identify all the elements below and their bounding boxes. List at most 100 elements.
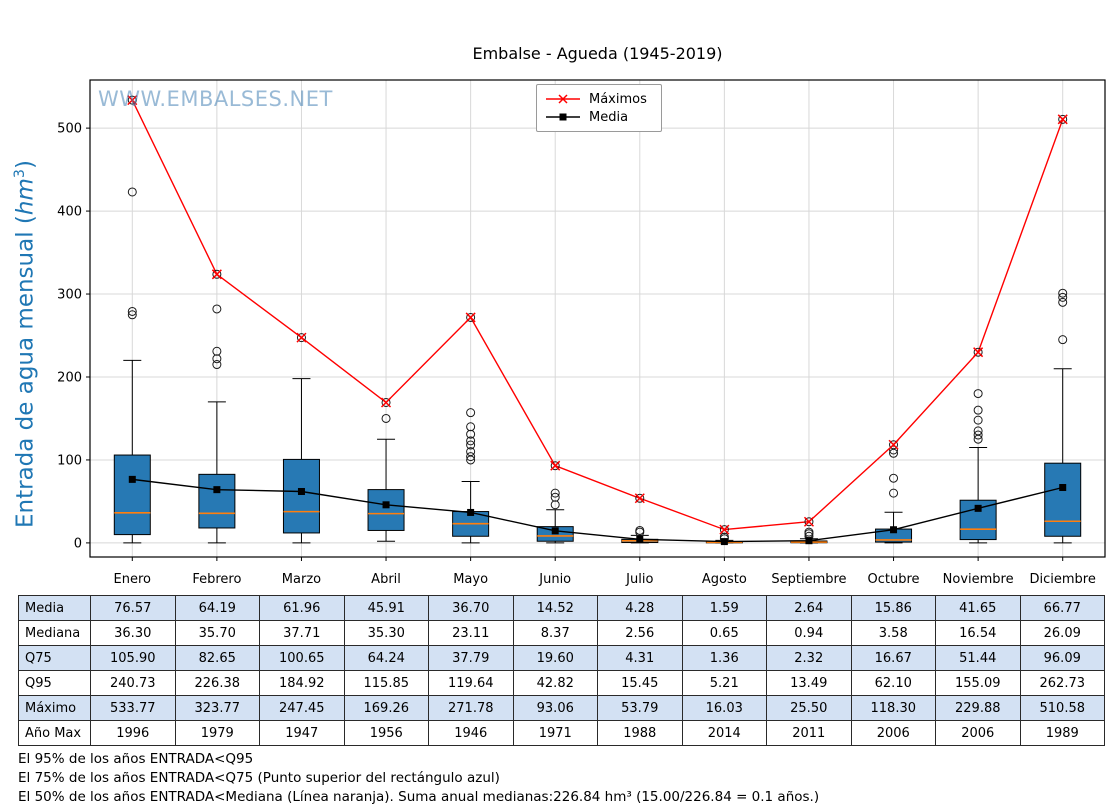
boxplot-febrero xyxy=(198,304,236,544)
legend-label: Media xyxy=(589,109,629,125)
y-tick-label: 500 xyxy=(57,122,82,137)
table-cell: 14.52 xyxy=(512,595,598,621)
table-cell: 262.73 xyxy=(1019,670,1105,696)
table-cell: 13.49 xyxy=(766,670,852,696)
boxplot-marzo xyxy=(282,378,320,544)
table-cell: 119.64 xyxy=(428,670,514,696)
x-tick-label: Diciembre xyxy=(1030,572,1096,587)
boxplot-abril xyxy=(367,413,405,542)
table-cell: 96.09 xyxy=(1019,645,1105,671)
table-cell: 64.19 xyxy=(174,595,260,621)
table-cell: 240.73 xyxy=(90,670,176,696)
table-row-mediana: Mediana 36.30 35.70 37.71 35.30 23.11 8.37 2.56… xyxy=(18,620,1105,646)
table-cell: 115.85 xyxy=(343,670,429,696)
table-cell: 4.28 xyxy=(597,595,683,621)
x-tick-label: Mayo xyxy=(453,572,488,587)
legend-entry-media: Media xyxy=(545,108,647,126)
table-cell: 1947 xyxy=(259,720,345,746)
table-cell: 0.94 xyxy=(766,620,852,646)
table-cell: 1989 xyxy=(1019,720,1105,746)
table-cell: 64.24 xyxy=(343,645,429,671)
table-cell: 510.58 xyxy=(1019,695,1105,721)
table-cell: 105.90 xyxy=(90,645,176,671)
table-cell: 229.88 xyxy=(935,695,1021,721)
table-cell: 16.67 xyxy=(850,645,936,671)
y-tick-label: 0 xyxy=(74,536,82,551)
x-tick-label: Julio xyxy=(625,572,653,587)
table-cell: 45.91 xyxy=(343,595,429,621)
x-axis: Enero Febrero Marzo Abril Mayo Junio Julio Agos… xyxy=(114,557,1096,587)
table-cell: 36.70 xyxy=(428,595,514,621)
x-tick-label: Agosto xyxy=(702,572,747,587)
y-axis-label-unit: hm xyxy=(12,178,39,216)
table-cell: 41.65 xyxy=(935,595,1021,621)
y-axis: 0 100 200 300 400 500 xyxy=(57,122,90,551)
boxplot-diciembre xyxy=(1044,288,1082,544)
boxplots xyxy=(113,187,1082,544)
table-cell: 8.37 xyxy=(512,620,598,646)
table-cell: 2011 xyxy=(766,720,852,746)
table-cell: 36.30 xyxy=(90,620,176,646)
table-cell: 247.45 xyxy=(259,695,345,721)
row-label: Q95 xyxy=(18,670,91,696)
row-label: Año Max xyxy=(18,720,91,746)
y-axis-label-close: ) xyxy=(12,160,39,170)
y-tick-label: 400 xyxy=(57,205,82,220)
table-row-media: Media 76.57 64.19 61.96 45.91 36.70 14.52 4.28 1… xyxy=(18,595,1105,621)
table-cell: 35.70 xyxy=(174,620,260,646)
x-tick-label: Octubre xyxy=(868,572,920,587)
table-cell: 2014 xyxy=(681,720,767,746)
x-tick-label: Enero xyxy=(114,572,152,587)
table-row-q95: Q95 240.73 226.38 184.92 115.85 119.64 42.82 15… xyxy=(18,670,1105,696)
table-cell: 4.31 xyxy=(597,645,683,671)
y-tick-label: 200 xyxy=(57,370,82,385)
table-cell: 3.58 xyxy=(850,620,936,646)
x-tick-label: Junio xyxy=(538,572,571,587)
table-cell: 1996 xyxy=(90,720,176,746)
x-tick-label: Marzo xyxy=(282,572,321,587)
boxplot-junio xyxy=(536,488,574,544)
x-tick-label: Abril xyxy=(371,572,401,587)
y-axis-label-text: Entrada de agua mensual ( xyxy=(12,215,39,528)
table-cell: 1971 xyxy=(512,720,598,746)
row-label: Q75 xyxy=(18,645,91,671)
chart-legend: Máximos Media xyxy=(536,84,662,132)
table-row-maximo: Máximo 533.77 323.77 247.45 169.26 271.78 93.0… xyxy=(18,695,1105,721)
table-cell: 15.86 xyxy=(850,595,936,621)
series-media xyxy=(128,475,1067,546)
table-cell: 15.45 xyxy=(597,670,683,696)
chart-title: Embalse - Agueda (1945-2019) xyxy=(472,44,723,63)
legend-entry-maximos: Máximos xyxy=(545,90,647,108)
table-cell: 1.36 xyxy=(681,645,767,671)
table-cell: 66.77 xyxy=(1019,595,1105,621)
x-marker-icon xyxy=(546,94,580,104)
table-cell: 16.03 xyxy=(681,695,767,721)
table-cell: 53.79 xyxy=(597,695,683,721)
table-cell: 16.54 xyxy=(935,620,1021,646)
table-cell: 42.82 xyxy=(512,670,598,696)
table-cell: 62.10 xyxy=(850,670,936,696)
table-cell: 37.71 xyxy=(259,620,345,646)
boxplot-noviembre xyxy=(959,389,997,544)
table-cell: 93.06 xyxy=(512,695,598,721)
x-tick-label: Noviembre xyxy=(943,572,1014,587)
table-row-ano-max: Año Max 1996 1979 1947 1956 1946 1971 1988 2014 2… xyxy=(18,720,1105,746)
table-cell: 51.44 xyxy=(935,645,1021,671)
table-cell: 2.64 xyxy=(766,595,852,621)
table-cell: 19.60 xyxy=(512,645,598,671)
table-cell: 5.21 xyxy=(681,670,767,696)
table-cell: 2.32 xyxy=(766,645,852,671)
table-cell: 1946 xyxy=(428,720,514,746)
boxplot-enero xyxy=(113,187,151,544)
boxplot-chart: 0 100 200 300 400 500 Enero Febrero Marzo Abril Ma… xyxy=(57,79,1106,587)
table-cell: 76.57 xyxy=(90,595,176,621)
table-cell: 23.11 xyxy=(428,620,514,646)
table-cell: 1956 xyxy=(343,720,429,746)
table-cell: 155.09 xyxy=(935,670,1021,696)
series-maximos xyxy=(127,95,1068,535)
table-cell: 1979 xyxy=(174,720,260,746)
footnote-mediana: El 50% de los años ENTRADA<Mediana (Líne… xyxy=(18,789,820,806)
table-row-q75: Q75 105.90 82.65 100.65 64.24 37.79 19.60 4.31 1… xyxy=(18,645,1105,671)
table-cell: 323.77 xyxy=(174,695,260,721)
gridlines xyxy=(90,80,1105,557)
